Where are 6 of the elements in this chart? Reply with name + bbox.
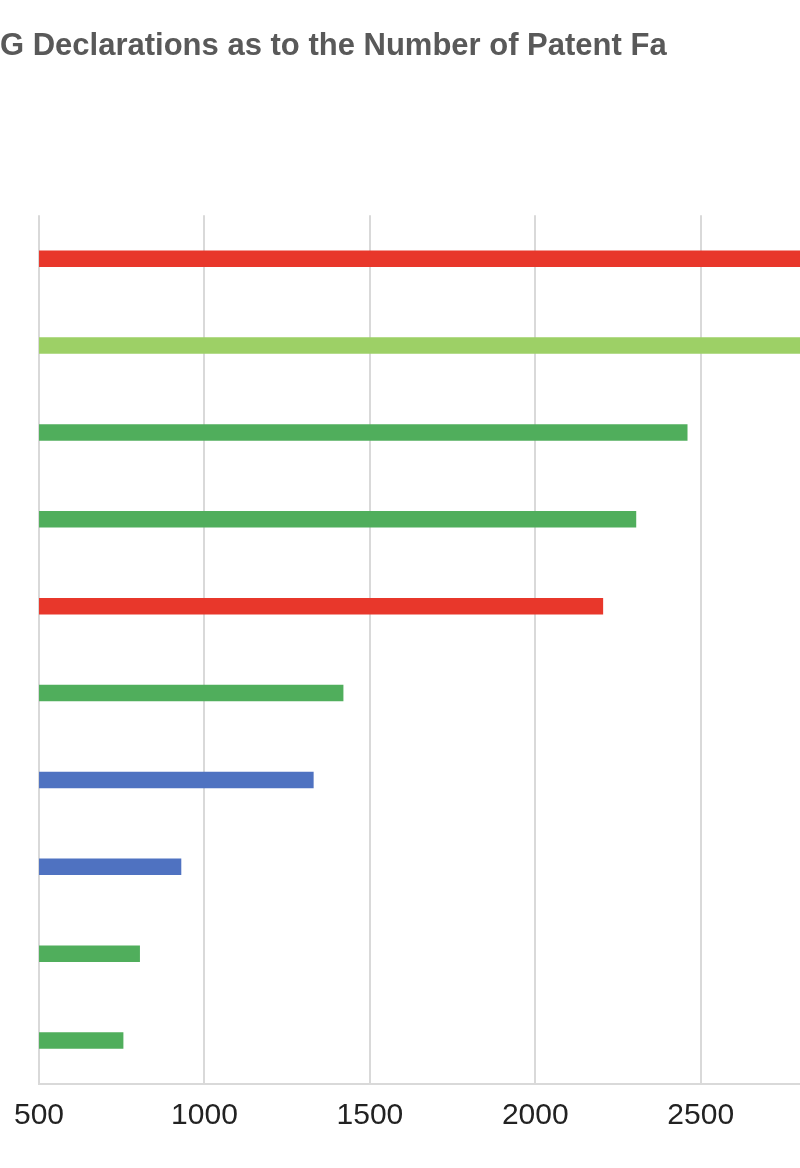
x-tick-label: 2500 <box>667 1097 735 1131</box>
x-tick-label: 500 <box>14 1097 65 1131</box>
x-tick-label: 1500 <box>336 1097 404 1131</box>
x-tick-label: 2000 <box>501 1097 569 1131</box>
chart-title: G Declarations as to the Number of Patent Fa <box>0 27 668 63</box>
x-tick-label: 1000 <box>171 1097 238 1131</box>
